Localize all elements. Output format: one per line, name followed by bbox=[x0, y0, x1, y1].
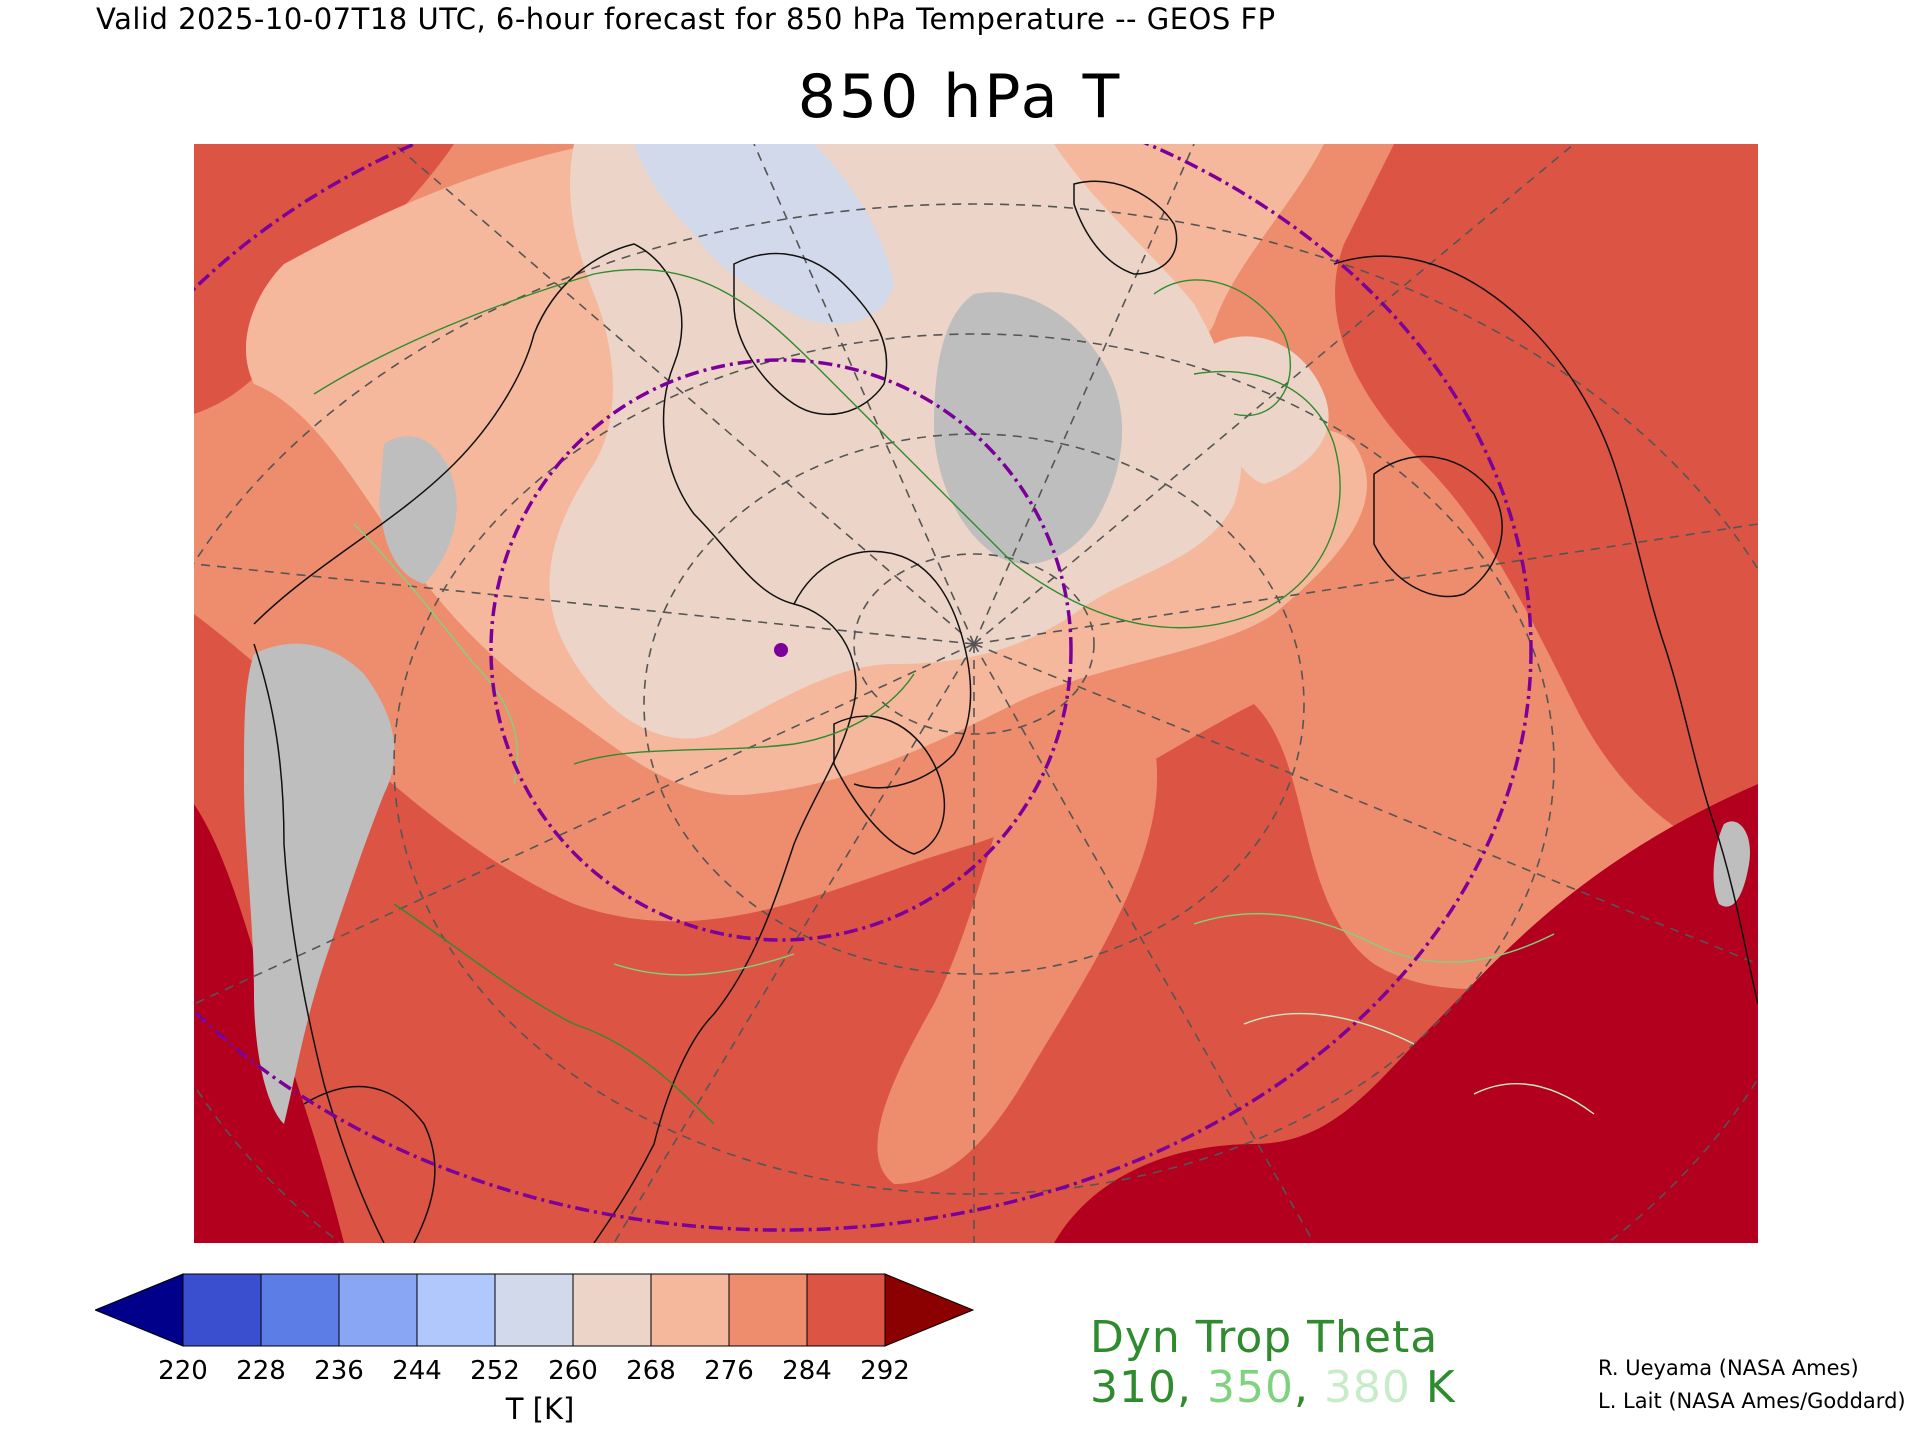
field-masked-alaska bbox=[379, 436, 457, 584]
credits: R. Ueyama (NASA Ames) L. Lait (NASA Ames… bbox=[1598, 1352, 1906, 1418]
colorbar-cell bbox=[494, 1273, 574, 1347]
dyn-trop-legend-title: Dyn Trop Theta bbox=[1090, 1312, 1439, 1363]
colorbar-cell bbox=[806, 1273, 886, 1347]
colorbar-cell bbox=[650, 1273, 730, 1347]
field-masked-greenland bbox=[934, 292, 1123, 564]
field-above-292-africa bbox=[1054, 784, 1758, 1243]
colorbar-label: T [K] bbox=[505, 1392, 575, 1426]
colorbar-arrow-low bbox=[95, 1273, 184, 1347]
field-masked-tibet bbox=[1713, 821, 1750, 907]
colorbar-cell bbox=[182, 1273, 262, 1347]
dyn-trop-value-310: 310 bbox=[1090, 1362, 1177, 1413]
colorbar-tick: 220 bbox=[158, 1356, 208, 1386]
range-rings bbox=[194, 144, 1533, 1232]
colorbar-cell bbox=[260, 1273, 340, 1347]
dyn-trop-value-380: 380 bbox=[1323, 1362, 1411, 1413]
colorbar-tick: 244 bbox=[392, 1356, 442, 1386]
colorbar-cell bbox=[416, 1273, 496, 1347]
map-panel bbox=[194, 144, 1758, 1243]
field-276-284-atlantic bbox=[877, 706, 1158, 1184]
center-point-marker bbox=[774, 643, 788, 657]
dyn-trop-sep: , bbox=[1293, 1362, 1324, 1413]
forecast-valid-line: Valid 2025-10-07T18 UTC, 6-hour forecast… bbox=[96, 2, 1276, 36]
field-252-260 bbox=[634, 144, 894, 324]
field-masked-rockies bbox=[244, 643, 395, 1124]
credit-line: R. Ueyama (NASA Ames) bbox=[1598, 1356, 1859, 1380]
colorbar-ticks: 220 228 236 244 252 260 268 276 284 292 bbox=[95, 1356, 995, 1396]
plot-title: 850 hPa T bbox=[797, 62, 1123, 132]
colorbar-tick: 284 bbox=[782, 1356, 832, 1386]
colorbar-tick: 292 bbox=[860, 1356, 910, 1386]
credit-line: L. Lait (NASA Ames/Goddard) bbox=[1598, 1389, 1906, 1413]
colorbar-tick: 276 bbox=[704, 1356, 754, 1386]
colorbar-cell bbox=[572, 1273, 652, 1347]
dyn-trop-unit: K bbox=[1410, 1362, 1456, 1413]
colorbar-tick: 236 bbox=[314, 1356, 364, 1386]
colorbar-cell bbox=[728, 1273, 808, 1347]
colorbar-arrow-high bbox=[884, 1273, 975, 1347]
dyn-trop-legend-values: 310, 350, 380 K bbox=[1090, 1362, 1456, 1413]
dyn-trop-sep: , bbox=[1176, 1362, 1207, 1413]
temperature-map bbox=[194, 144, 1758, 1243]
colorbar-tick: 268 bbox=[626, 1356, 676, 1386]
colorbar-tick: 228 bbox=[236, 1356, 286, 1386]
field-268-276-east bbox=[1154, 144, 1324, 346]
graticule bbox=[194, 144, 1758, 1243]
colorbar-tick: 260 bbox=[548, 1356, 598, 1386]
dyn-trop-contours bbox=[313, 268, 1595, 1125]
colorbar-cell bbox=[338, 1273, 418, 1347]
dyn-trop-value-350: 350 bbox=[1206, 1362, 1294, 1413]
colorbar-tick: 252 bbox=[470, 1356, 520, 1386]
temperature-colorbar bbox=[95, 1273, 975, 1347]
coastlines bbox=[253, 180, 1758, 1243]
field-284-292-asia bbox=[1335, 144, 1758, 864]
